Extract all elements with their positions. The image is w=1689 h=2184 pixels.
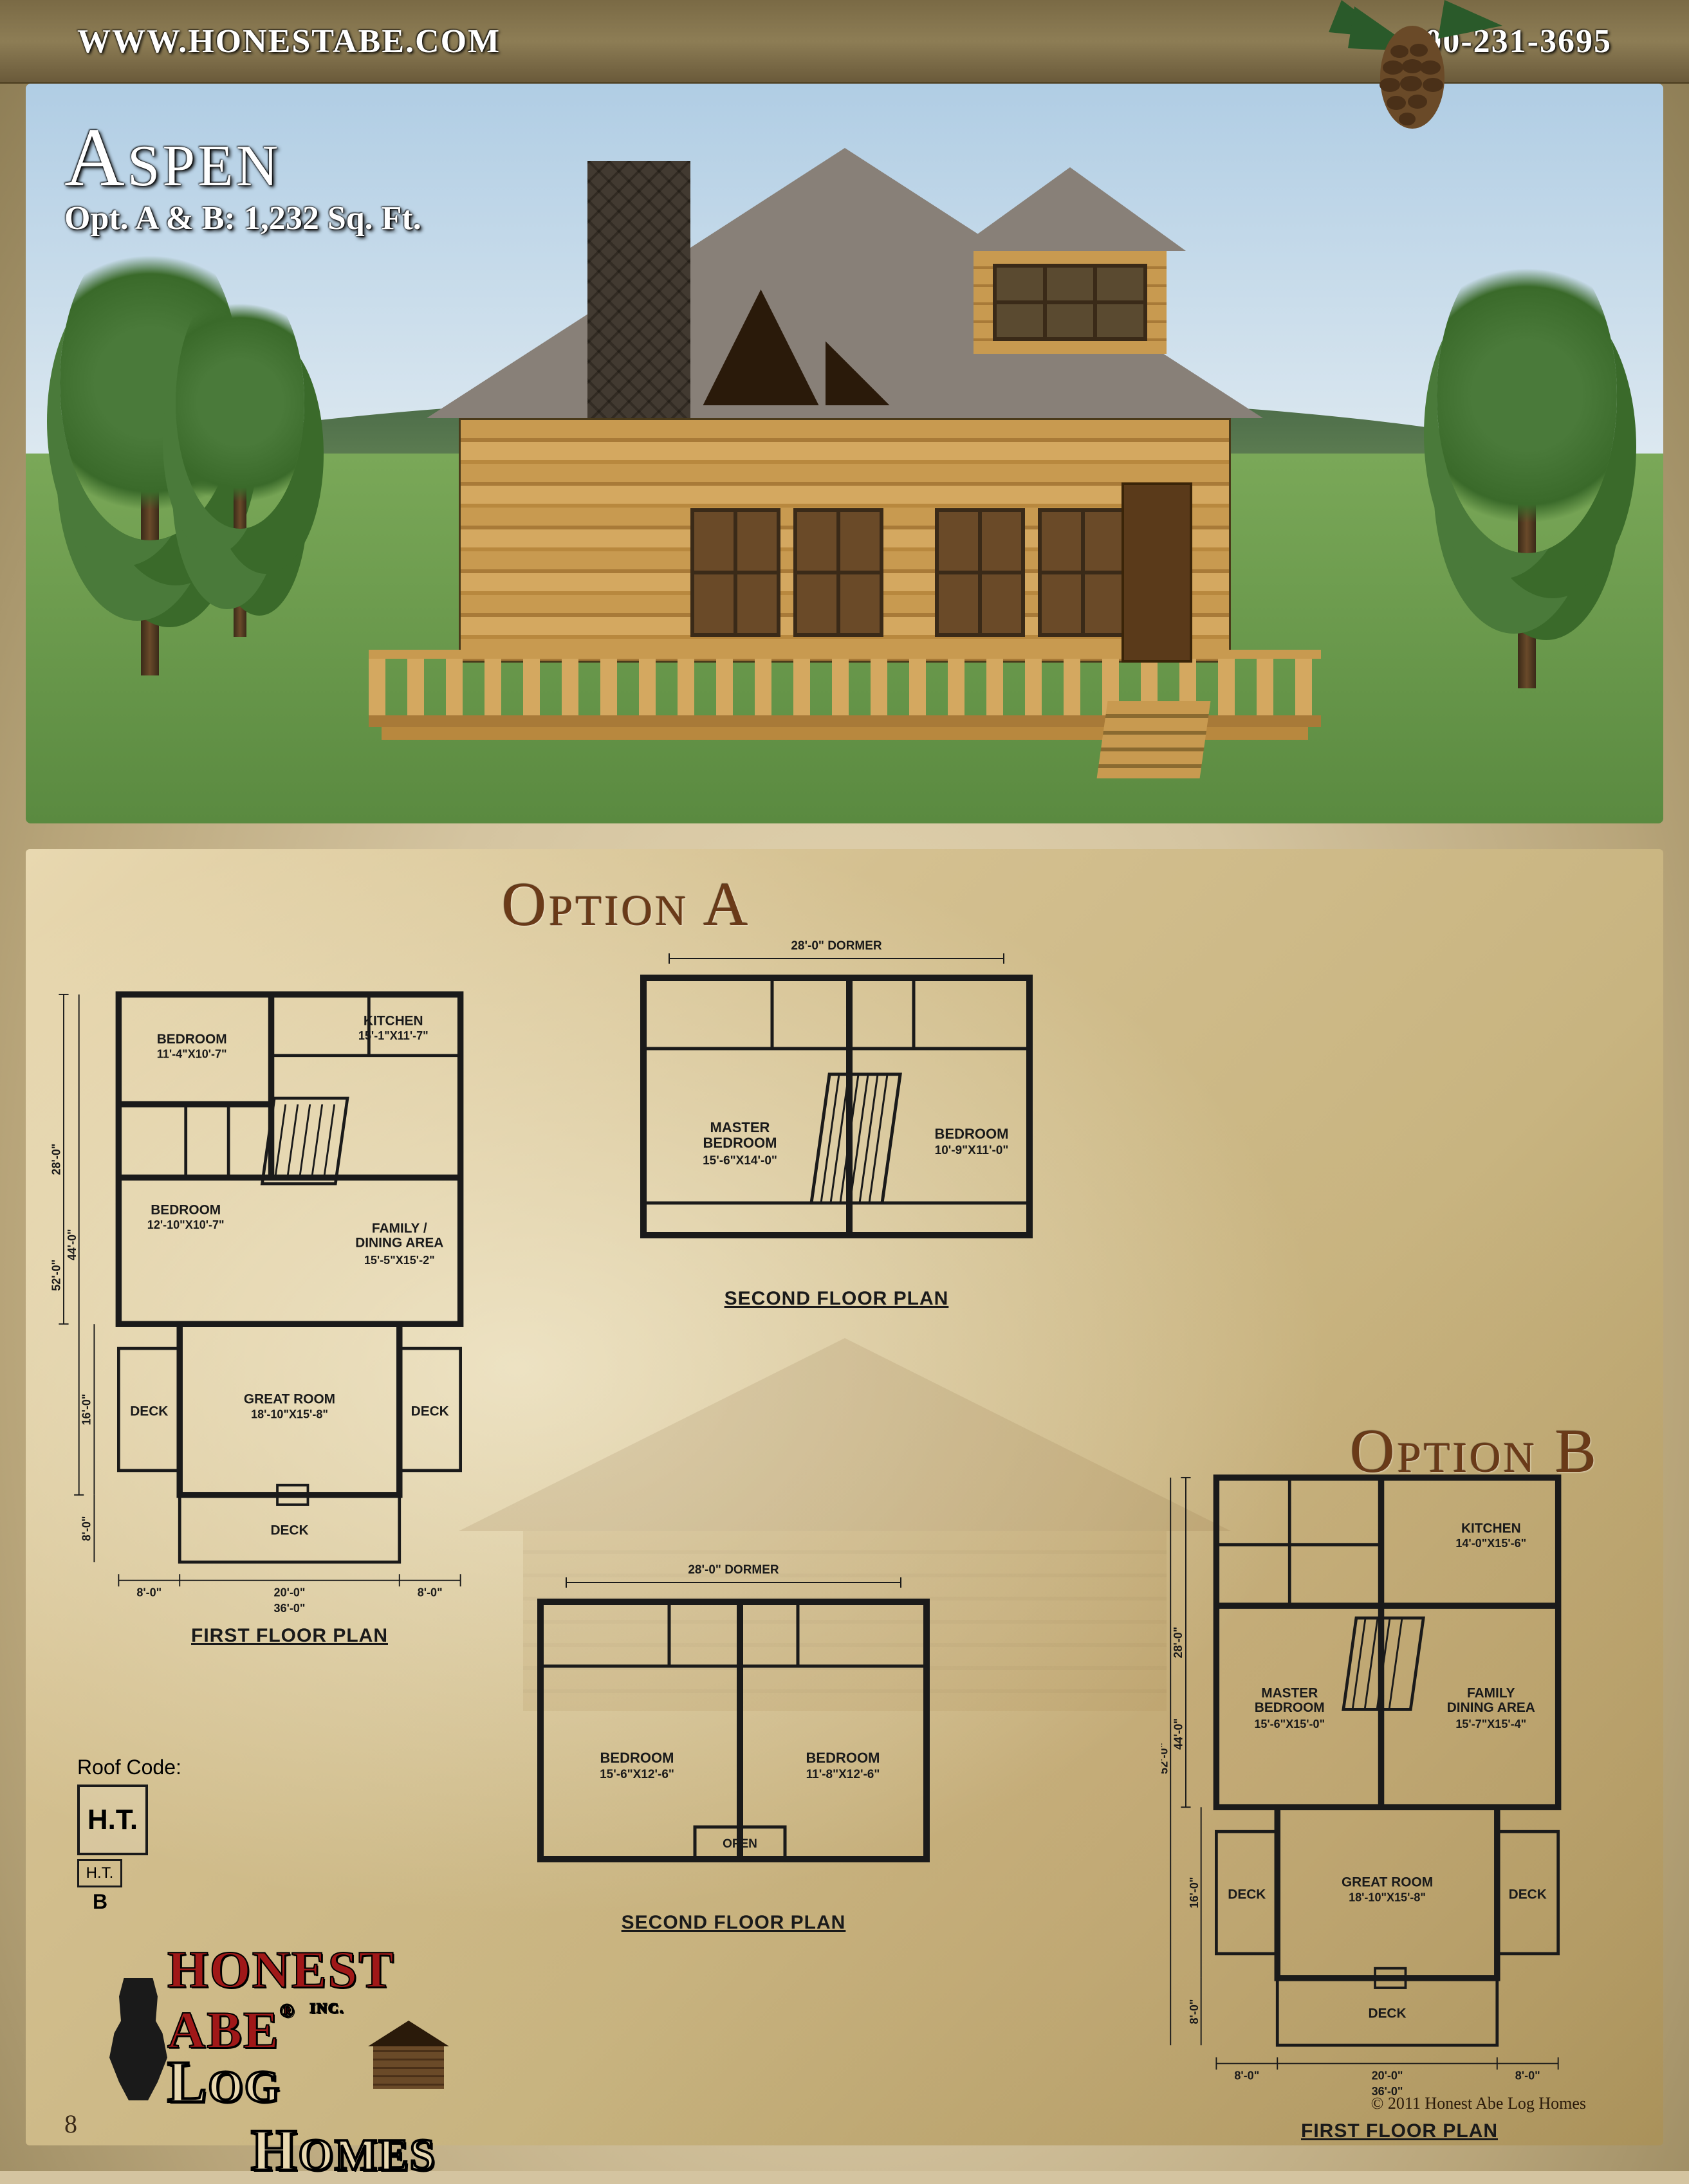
plan-a-second-floor: 28'-0" DORMER MASTERBEDROOM 15'-6"X14'-0… — [605, 933, 1068, 1310]
svg-text:44'-0": 44'-0" — [66, 1229, 78, 1260]
svg-text:20'-0": 20'-0" — [274, 1586, 306, 1599]
catalog-page: WWW.HONESTABE.COM 800-231-3695 Aspen Opt… — [0, 0, 1689, 2171]
svg-text:16'-0": 16'-0" — [1188, 1877, 1201, 1909]
logo-reg: ® — [280, 2000, 295, 2021]
svg-text:11'-4"X10'-7": 11'-4"X10'-7" — [157, 1048, 227, 1061]
plan-a2-title: SECOND FLOOR PLAN — [605, 1288, 1068, 1310]
roof-code-label: Roof Code: — [77, 1756, 181, 1779]
svg-text:18'-10"X15'-8": 18'-10"X15'-8" — [1349, 1891, 1426, 1904]
svg-text:BEDROOM: BEDROOM — [151, 1202, 221, 1217]
roof-code-block: Roof Code: H.T. H.T. B — [77, 1756, 181, 1914]
svg-text:FAMILY /DINING AREA: FAMILY /DINING AREA — [355, 1221, 443, 1251]
svg-text:15'-5"X15'-2": 15'-5"X15'-2" — [364, 1254, 435, 1267]
svg-text:BEDROOM: BEDROOM — [600, 1750, 674, 1766]
svg-text:KITCHEN: KITCHEN — [1461, 1521, 1521, 1536]
svg-text:28'-0": 28'-0" — [1172, 1627, 1185, 1658]
svg-text:DECK: DECK — [1228, 1887, 1266, 1902]
svg-text:52'-0": 52'-0" — [51, 1260, 62, 1291]
svg-text:52'-0": 52'-0" — [1161, 1743, 1170, 1774]
svg-text:DECK: DECK — [1368, 2006, 1406, 2021]
floorplans-section: Option A Option B 28'-0" 44'-0" 52'-0" 1… — [26, 849, 1663, 2145]
svg-text:GREAT ROOM: GREAT ROOM — [244, 1392, 335, 1407]
svg-text:20'-0": 20'-0" — [1372, 2069, 1403, 2082]
brand-logo: HONEST ABE® INC. LOG HOMES — [90, 1940, 502, 2107]
plan-a1-title: FIRST FLOOR PLAN — [51, 1625, 528, 1647]
svg-text:11'-8"X12'-6": 11'-8"X12'-6" — [806, 1768, 880, 1781]
house-illustration — [201, 199, 1488, 778]
svg-text:10'-9"X11'-0": 10'-9"X11'-0" — [935, 1144, 1009, 1157]
plan-b2-title: SECOND FLOOR PLAN — [502, 1912, 965, 1934]
svg-text:8'-0": 8'-0" — [1188, 1999, 1201, 2024]
svg-text:GREAT ROOM: GREAT ROOM — [1342, 1875, 1433, 1890]
svg-text:36'-0": 36'-0" — [274, 1602, 306, 1615]
svg-text:OPEN: OPEN — [723, 1837, 757, 1851]
copyright: © 2011 Honest Abe Log Homes — [1371, 2094, 1586, 2113]
plan-b-first-floor: KITCHEN 14'-0"X15'-6" MASTERBEDROOM 15'-… — [1161, 1441, 1638, 2142]
logo-inc: INC. — [310, 2000, 345, 2016]
cabin-icon — [373, 2044, 444, 2089]
plan-a-first-floor: 28'-0" 44'-0" 52'-0" 16'-0" 8'-0" — [51, 946, 528, 1647]
model-title-block: Aspen Opt. A & B: 1,232 Sq. Ft. — [64, 109, 421, 237]
option-a-title: Option A — [502, 868, 751, 940]
svg-text:FAMILYDINING AREA: FAMILYDINING AREA — [1447, 1685, 1535, 1715]
svg-text:BEDROOM: BEDROOM — [157, 1032, 227, 1047]
svg-text:BEDROOM: BEDROOM — [935, 1126, 1009, 1142]
plan-b1-title: FIRST FLOOR PLAN — [1161, 2120, 1638, 2142]
svg-text:15'-6"X14'-0": 15'-6"X14'-0" — [703, 1154, 777, 1168]
plan-b-second-floor: 28'-0" DORMER OPEN BEDROOM 15'-6"X12'-6"… — [502, 1557, 965, 1934]
svg-text:15'-1"X11'-7": 15'-1"X11'-7" — [358, 1029, 429, 1042]
svg-text:BEDROOM: BEDROOM — [806, 1750, 880, 1766]
svg-text:28'-0": 28'-0" — [51, 1144, 62, 1175]
svg-text:44'-0": 44'-0" — [1172, 1718, 1185, 1750]
svg-text:DECK: DECK — [1509, 1887, 1547, 1902]
svg-text:15'-7"X15'-4": 15'-7"X15'-4" — [1455, 1718, 1526, 1730]
hero-rendering: Aspen Opt. A & B: 1,232 Sq. Ft. — [26, 84, 1663, 823]
svg-text:28'-0" DORMER: 28'-0" DORMER — [791, 939, 882, 953]
website-url: WWW.HONESTABE.COM — [77, 23, 501, 60]
model-spec: Opt. A & B: 1,232 Sq. Ft. — [64, 199, 421, 237]
svg-text:MASTERBEDROOM: MASTERBEDROOM — [703, 1119, 777, 1151]
svg-text:DECK: DECK — [130, 1404, 168, 1419]
svg-text:12'-10"X10'-7": 12'-10"X10'-7" — [147, 1218, 225, 1231]
svg-text:8'-0": 8'-0" — [80, 1516, 93, 1541]
page-number: 8 — [64, 2109, 77, 2139]
svg-text:MASTERBEDROOM: MASTERBEDROOM — [1255, 1685, 1325, 1715]
model-name: Aspen — [64, 109, 421, 206]
svg-text:8'-0": 8'-0" — [1234, 2069, 1259, 2082]
svg-text:8'-0": 8'-0" — [1515, 2069, 1540, 2082]
svg-text:15'-6"X15'-0": 15'-6"X15'-0" — [1254, 1718, 1325, 1730]
svg-text:KITCHEN: KITCHEN — [364, 1013, 423, 1028]
svg-text:28'-0" DORMER: 28'-0" DORMER — [688, 1563, 779, 1577]
roof-code-letter: B — [93, 1890, 181, 1914]
svg-text:18'-10"X15'-8": 18'-10"X15'-8" — [251, 1408, 328, 1420]
svg-text:14'-0"X15'-6": 14'-0"X15'-6" — [1455, 1537, 1526, 1550]
svg-text:8'-0": 8'-0" — [136, 1586, 162, 1599]
roof-code-big: H.T. — [77, 1785, 148, 1855]
pinecone-decoration — [1316, 0, 1509, 142]
roof-code-small: H.T. — [77, 1859, 122, 1887]
svg-text:DECK: DECK — [411, 1404, 449, 1419]
svg-text:DECK: DECK — [270, 1523, 308, 1538]
svg-text:8'-0": 8'-0" — [418, 1586, 443, 1599]
svg-text:15'-6"X12'-6": 15'-6"X12'-6" — [600, 1768, 674, 1781]
svg-text:16'-0": 16'-0" — [80, 1394, 93, 1426]
